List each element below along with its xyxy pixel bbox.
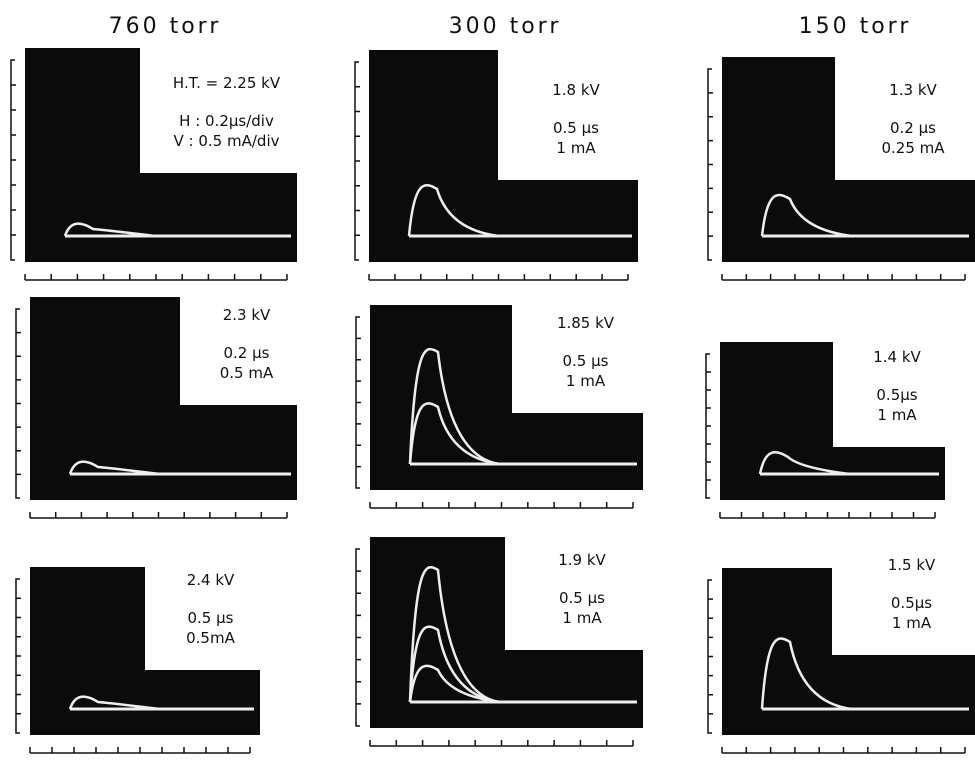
trace-pulse (760, 193, 853, 238)
panel-label: 0.2 µs (890, 119, 936, 137)
panel-label: H : 0.2µs/div (179, 112, 274, 130)
panel-label: 0.5 µs (563, 352, 609, 370)
panel-label: 0.25 mA (881, 139, 945, 157)
screen (720, 342, 945, 500)
screen (370, 537, 643, 728)
column-title: 150 torr (799, 14, 912, 39)
trace-pulse (407, 184, 500, 238)
panel-label: 2.4 kV (187, 571, 235, 589)
trace-pulse (408, 566, 501, 704)
panel-label: V : 0.5 mA/div (174, 132, 280, 150)
column-title: 300 torr (449, 14, 562, 39)
trace-pulse (68, 695, 161, 711)
panel-label: 0.5µs (876, 386, 917, 404)
screen (25, 48, 297, 262)
panel-label: 1 mA (566, 372, 606, 390)
panel-label: 0.5mA (186, 629, 235, 647)
panel-label: 1.5 kV (888, 556, 936, 574)
screen (30, 567, 260, 735)
panel-label: 1.3 kV (889, 81, 937, 99)
panel-label: 0.5 µs (188, 609, 234, 627)
panel-label: H.T. = 2.25 kV (173, 74, 281, 92)
panel-label: 1 mA (556, 139, 596, 157)
trace-pulse (63, 222, 156, 238)
column-title: 760 torr (109, 14, 222, 39)
panel-label: 1.4 kV (873, 348, 921, 366)
trace-pulse (68, 460, 161, 476)
panel-label: 0.5µs (891, 594, 932, 612)
trace-pulse (408, 625, 501, 704)
trace-pulse (758, 451, 851, 476)
trace-pulse (408, 664, 501, 704)
panel-label: 0.5 µs (553, 119, 599, 137)
panel-label: 0.5 mA (220, 364, 274, 382)
screen (30, 297, 297, 500)
screen (722, 568, 975, 735)
panel-label: 2.3 kV (223, 306, 271, 324)
panel-label: 1.85 kV (557, 314, 615, 332)
panel-label: 0.2 µs (224, 344, 270, 362)
trace-pulse (408, 402, 501, 466)
panel-label: 1.8 kV (552, 81, 600, 99)
trace-pulse (760, 637, 853, 711)
screen (722, 57, 975, 262)
panel-label: 1 mA (892, 614, 932, 632)
panel-label: 0.5 µs (559, 589, 605, 607)
panel-label: 1 mA (877, 406, 917, 424)
screen (369, 50, 638, 262)
panel-label: 1 mA (562, 609, 602, 627)
trace-pulse (408, 347, 501, 466)
panel-label: 1.9 kV (558, 551, 606, 569)
